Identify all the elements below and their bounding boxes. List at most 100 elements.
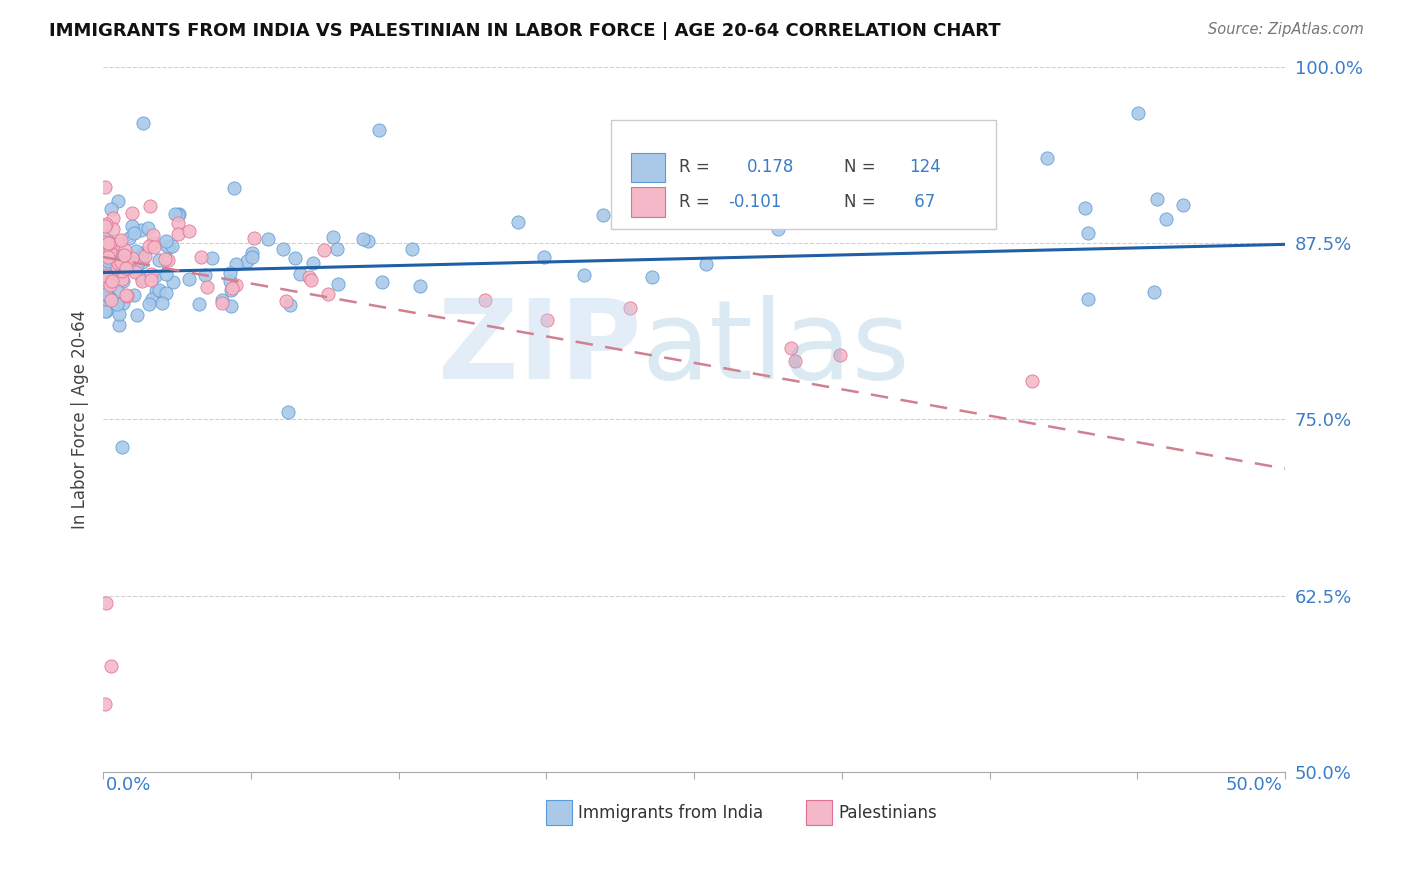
Point xyxy=(104,241,127,255)
Point xyxy=(132,116,155,130)
Point xyxy=(160,238,183,252)
Text: 0.0%: 0.0% xyxy=(105,776,150,794)
Text: atlas: atlas xyxy=(641,295,910,402)
Text: R =: R = xyxy=(679,193,714,211)
Point xyxy=(367,123,389,137)
Point xyxy=(1077,293,1099,307)
Point xyxy=(94,269,117,284)
Point xyxy=(190,250,212,264)
Point xyxy=(94,283,117,297)
Point xyxy=(94,179,117,194)
Point xyxy=(194,268,217,283)
Point xyxy=(117,250,139,264)
Point xyxy=(107,260,129,274)
Point xyxy=(780,341,803,355)
Point xyxy=(167,216,190,230)
Point xyxy=(301,256,323,270)
Bar xyxy=(631,187,665,217)
Point xyxy=(288,268,311,282)
Point xyxy=(110,233,132,247)
Point xyxy=(100,266,122,280)
Point xyxy=(201,251,224,265)
Point xyxy=(110,255,132,269)
Point xyxy=(98,278,121,293)
Point xyxy=(125,308,148,322)
Point xyxy=(211,296,233,310)
Point xyxy=(96,250,118,264)
Point xyxy=(121,251,143,265)
Point xyxy=(107,307,129,321)
Point xyxy=(401,242,423,256)
Point xyxy=(177,272,200,286)
Point xyxy=(277,405,299,419)
Point xyxy=(100,256,122,270)
FancyBboxPatch shape xyxy=(612,120,995,229)
Point xyxy=(94,238,117,252)
Point xyxy=(1171,198,1194,212)
Point xyxy=(142,228,165,243)
Point xyxy=(115,260,138,275)
Point xyxy=(101,252,124,266)
Text: ZIP: ZIP xyxy=(437,295,641,402)
Point xyxy=(94,292,117,306)
Point xyxy=(112,255,135,269)
Point xyxy=(1021,374,1043,388)
Point xyxy=(107,194,129,208)
Point xyxy=(94,219,117,233)
Point xyxy=(177,224,200,238)
Text: Source: ZipAtlas.com: Source: ZipAtlas.com xyxy=(1208,22,1364,37)
Point xyxy=(94,698,117,712)
Point xyxy=(131,274,153,288)
Point xyxy=(641,270,664,285)
Point xyxy=(695,257,717,271)
Point xyxy=(107,264,129,278)
Point xyxy=(97,254,120,268)
Point xyxy=(240,250,263,264)
Point xyxy=(94,235,117,250)
Point xyxy=(94,286,117,301)
Point xyxy=(125,244,148,258)
Point xyxy=(409,279,432,293)
Point xyxy=(941,209,963,223)
Point xyxy=(156,239,179,253)
Point xyxy=(155,252,177,266)
Point xyxy=(111,250,134,264)
Point xyxy=(163,207,186,221)
Point xyxy=(148,283,170,297)
Point xyxy=(115,289,138,303)
Point xyxy=(124,256,146,270)
Point xyxy=(152,296,174,310)
Point xyxy=(371,275,394,289)
Text: 0.178: 0.178 xyxy=(748,159,794,177)
Point xyxy=(101,211,124,225)
Point xyxy=(357,234,380,248)
Point xyxy=(298,269,321,284)
Point xyxy=(96,287,118,301)
Point xyxy=(94,303,117,318)
Point xyxy=(112,259,135,273)
Point xyxy=(157,253,180,268)
Point xyxy=(271,242,294,256)
Point xyxy=(167,227,190,242)
Point xyxy=(536,312,558,326)
Point xyxy=(218,274,240,288)
Point xyxy=(96,257,118,271)
Point xyxy=(94,268,117,283)
Point xyxy=(96,262,118,277)
Text: R =: R = xyxy=(679,159,714,177)
Point xyxy=(96,231,118,245)
Point xyxy=(167,207,190,221)
Point xyxy=(124,265,146,279)
Point xyxy=(98,235,121,250)
Point xyxy=(240,245,263,260)
Point xyxy=(316,287,339,301)
Point xyxy=(322,230,344,244)
Point xyxy=(131,247,153,261)
Point xyxy=(100,293,122,308)
Point xyxy=(131,255,153,269)
Point xyxy=(155,286,177,301)
Point xyxy=(143,268,166,283)
Point xyxy=(112,274,135,288)
Point xyxy=(1154,211,1177,226)
Point xyxy=(103,259,125,273)
